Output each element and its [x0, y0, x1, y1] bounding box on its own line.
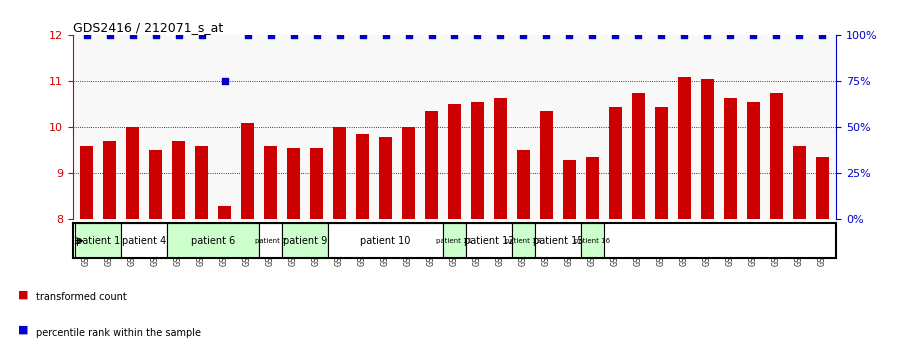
Point [264, 33, 278, 38]
Text: patient 1: patient 1 [75, 236, 120, 246]
Point [746, 33, 761, 38]
Point [447, 33, 462, 38]
Text: patient 4: patient 4 [122, 236, 166, 246]
Bar [447, 104, 462, 354]
Bar [172, 141, 185, 354]
FancyBboxPatch shape [443, 223, 466, 258]
Text: patient 10: patient 10 [360, 236, 411, 246]
Point [516, 33, 531, 38]
FancyBboxPatch shape [75, 223, 121, 258]
Bar [494, 97, 507, 354]
Point [332, 33, 346, 38]
Point [724, 33, 738, 38]
Point [125, 33, 140, 38]
Text: patient 15: patient 15 [533, 236, 584, 246]
Text: transformed count: transformed count [36, 292, 127, 302]
Point [401, 33, 415, 38]
Point [769, 33, 784, 38]
Point [286, 33, 301, 38]
Bar [241, 123, 255, 354]
Bar [333, 127, 346, 354]
Point [378, 33, 393, 38]
Bar [217, 206, 232, 354]
Text: patient 7: patient 7 [255, 238, 286, 244]
Point [195, 33, 209, 38]
FancyBboxPatch shape [167, 223, 259, 258]
Point [217, 79, 232, 84]
Point [631, 33, 645, 38]
Point [148, 33, 163, 38]
Point [355, 33, 370, 38]
FancyBboxPatch shape [259, 223, 282, 258]
Bar [355, 134, 369, 354]
Text: patient 11: patient 11 [436, 238, 473, 244]
Bar [701, 79, 714, 354]
Bar [286, 148, 300, 354]
Bar [770, 93, 784, 354]
Bar [724, 97, 737, 354]
Bar [609, 107, 623, 354]
Text: GDS2416 / 212071_s_at: GDS2416 / 212071_s_at [73, 21, 223, 34]
FancyBboxPatch shape [512, 223, 535, 258]
Point [102, 33, 116, 38]
Bar [746, 102, 761, 354]
Point [815, 33, 830, 38]
Point [700, 33, 714, 38]
Point [539, 33, 554, 38]
Text: ■: ■ [18, 325, 29, 335]
Bar [793, 146, 806, 354]
Point [563, 33, 577, 38]
Point [240, 33, 255, 38]
FancyBboxPatch shape [282, 223, 328, 258]
FancyBboxPatch shape [535, 223, 581, 258]
Point [494, 33, 508, 38]
Bar [815, 157, 829, 354]
Point [793, 33, 807, 38]
FancyBboxPatch shape [328, 223, 443, 258]
Bar [264, 146, 277, 354]
Bar [516, 150, 530, 354]
Bar [425, 111, 438, 354]
Bar [80, 146, 94, 354]
FancyBboxPatch shape [121, 223, 167, 258]
Point [654, 33, 669, 38]
Bar [195, 146, 208, 354]
Text: patient 9: patient 9 [283, 236, 327, 246]
Point [79, 33, 94, 38]
Text: percentile rank within the sample: percentile rank within the sample [36, 328, 202, 338]
Bar [125, 127, 139, 354]
Bar [402, 127, 415, 354]
Point [470, 33, 484, 38]
Text: patient 16: patient 16 [574, 238, 611, 244]
Bar [103, 141, 116, 354]
Point [585, 33, 600, 38]
Bar [148, 150, 163, 354]
Text: ■: ■ [18, 289, 29, 299]
Bar [632, 93, 645, 354]
Bar [310, 148, 324, 354]
Text: patient 13: patient 13 [505, 238, 542, 244]
Bar [563, 160, 576, 354]
Point [171, 33, 185, 38]
Bar [540, 111, 554, 354]
Bar [379, 137, 393, 354]
Bar [677, 77, 692, 354]
Bar [471, 102, 484, 354]
Point [309, 33, 324, 38]
Point [425, 33, 439, 38]
FancyBboxPatch shape [466, 223, 512, 258]
Bar [585, 157, 599, 354]
Text: patient 12: patient 12 [464, 236, 514, 246]
FancyBboxPatch shape [581, 223, 604, 258]
Point [677, 33, 692, 38]
Bar [654, 107, 668, 354]
Point [608, 33, 623, 38]
Text: patient 6: patient 6 [191, 236, 235, 246]
